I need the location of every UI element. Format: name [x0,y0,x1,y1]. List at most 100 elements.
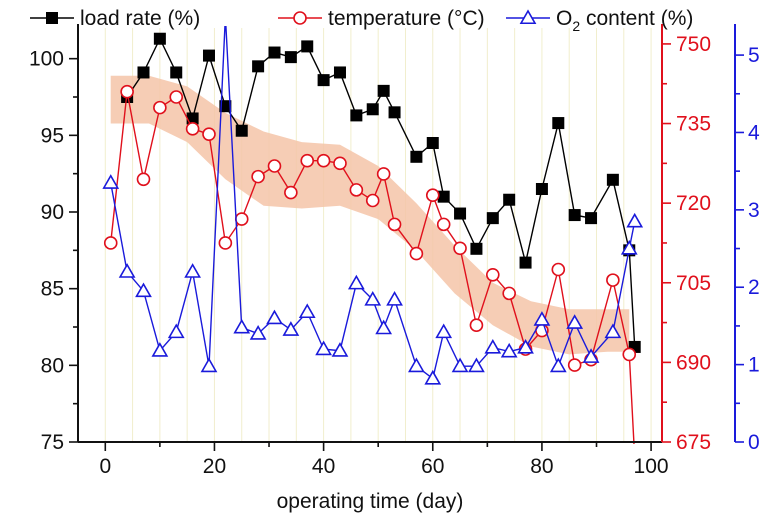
data-point-load [454,207,467,220]
data-point-o2 [118,263,136,278]
legend-marker [293,11,307,25]
data-point-load [377,84,390,97]
data-point-temperature [120,84,134,99]
data-point-temperature [136,172,151,187]
left-tick-label: 75 [41,431,64,454]
data-point-load [366,103,379,116]
data-point-load [552,117,565,130]
data-point-temperature [153,100,167,115]
data-point-temperature [333,156,347,171]
data-point-load [388,106,401,119]
data-point-load [202,49,215,62]
temperature-tick-label: 735 [676,113,711,136]
data-point-load [568,209,581,222]
legend-label: O2 content (%) [556,7,693,34]
o2-tick-label: 1 [748,354,760,377]
left-tick-label: 95 [41,124,64,147]
data-point-temperature [502,286,516,301]
x-tick-label: 40 [312,455,335,478]
data-point-load [437,190,450,203]
data-point-o2 [620,239,638,255]
data-point-o2 [315,340,332,356]
legend-marker [519,9,537,25]
data-point-o2 [549,357,567,373]
data-point-o2 [331,342,349,357]
data-point-load [519,256,532,269]
data-point-o2 [347,274,365,290]
data-point-load [235,124,248,137]
data-point-temperature [376,167,391,181]
data-point-temperature [185,122,200,136]
temperature-tick-label: 690 [676,351,711,374]
data-point-load [268,46,281,59]
data-point-load [503,193,516,206]
left-tick-label: 80 [41,354,64,377]
data-point-o2 [626,212,644,228]
axes-group: 0 20 40 60 80 1007580859095100675690705720735… [29,24,760,478]
data-point-o2 [408,357,425,373]
data-point-o2 [435,323,453,339]
data-point-o2 [500,342,518,358]
series-line-temperature [110,91,635,444]
data-point-temperature [349,183,364,197]
data-point-temperature [453,241,467,256]
o2-tick-label: 2 [748,276,760,299]
data-point-load [333,66,346,79]
data-point-temperature [300,153,315,168]
data-point-load [317,74,330,87]
data-point-o2 [135,282,152,298]
data-point-load [606,173,619,186]
data-point-load [137,66,150,79]
data-point-temperature [622,347,637,362]
legend: load rate (%) temperature (°C) O2 content … [30,7,693,34]
data-point-o2 [364,291,382,306]
o2-tick-label: 0 [748,431,760,454]
trend-band [110,75,630,355]
temperature-tick-label: 750 [676,33,711,56]
data-point-temperature [284,185,298,200]
data-point-o2 [282,321,300,336]
data-point-temperature [316,153,331,168]
temperature-tick-label: 675 [676,431,711,454]
data-point-load [486,212,499,225]
legend-item-o2: O2 content (%) [506,7,693,34]
data-point-temperature [169,90,184,104]
series-group [102,9,644,444]
x-tick-label: 0 [99,455,111,478]
data-point-load [170,66,183,79]
data-point-o2 [386,291,403,306]
data-point-o2 [151,342,169,357]
data-point-o2 [604,323,622,339]
legend-item-temperature: temperature (°C) [278,7,485,30]
data-point-temperature [365,193,380,208]
data-point-temperature [409,246,424,261]
series-temperature [103,84,637,444]
x-tick-label: 60 [421,455,444,478]
data-point-load [219,100,232,113]
data-point-o2 [582,348,600,363]
data-point-o2 [167,323,185,339]
data-point-o2 [266,309,283,325]
x-tick-label: 20 [203,455,226,478]
data-point-load [284,51,297,64]
data-point-temperature [425,188,440,202]
data-point-o2 [249,325,267,340]
data-point-temperature [436,217,451,232]
data-point-o2 [484,338,502,354]
data-point-load [426,137,439,149]
data-point-o2 [233,318,251,334]
x-axis-label: operating time (day) [277,490,464,513]
left-tick-label: 100 [29,48,64,71]
data-point-o2 [218,9,232,21]
data-point-o2 [375,319,393,335]
data-point-temperature [267,159,282,173]
series-o2 [102,9,644,385]
data-point-temperature [387,217,402,232]
left-tick-label: 90 [41,201,64,224]
data-point-o2 [424,369,442,385]
data-point-temperature [218,236,233,250]
o2-tick-label: 4 [748,121,760,144]
o2-tick-label: 3 [748,199,760,222]
data-point-temperature [567,358,582,372]
